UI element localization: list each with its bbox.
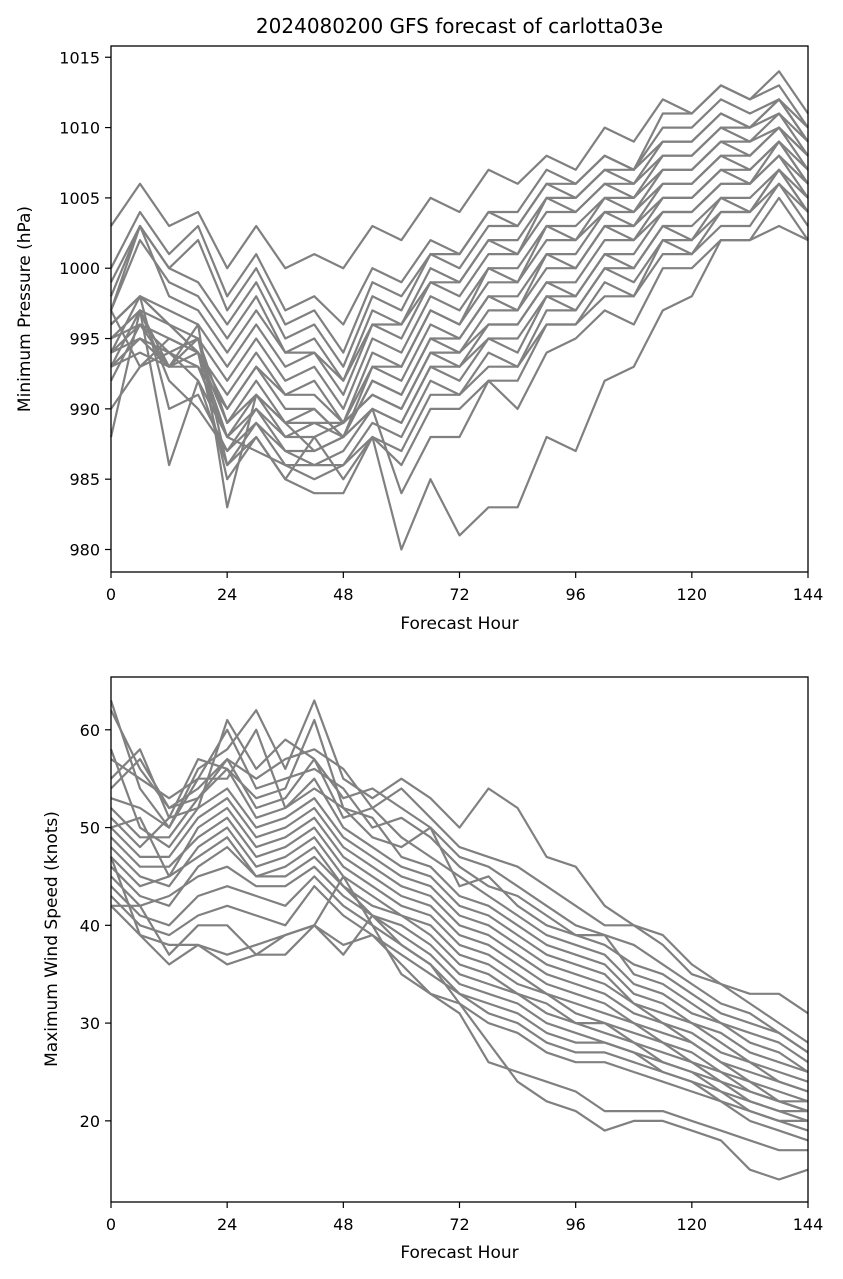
wind-series-line <box>109 856 809 1181</box>
pressure-series-line <box>110 112 809 396</box>
pressure-y-tick-label: 990 <box>69 400 100 419</box>
pressure-series-group <box>109 70 809 551</box>
pressure-y-tick-label: 1005 <box>59 189 100 208</box>
wind-series-line <box>110 806 809 1103</box>
pressure-series-line <box>109 196 809 509</box>
wind-x-axis-label: Forecast Hour <box>400 1243 518 1263</box>
wind-series-line <box>110 836 809 1113</box>
pressure-x-tick-label: 144 <box>793 585 824 604</box>
pressure-series-line <box>110 224 809 551</box>
wind-y-tick-label: 60 <box>80 721 100 740</box>
wind-series-line <box>110 787 809 1093</box>
wind-x-tick-label: 96 <box>565 1215 585 1234</box>
wind-x-tick-label: 120 <box>677 1215 708 1234</box>
pressure-y-tick-label: 1010 <box>59 119 100 138</box>
wind-x-tick-label: 24 <box>217 1215 237 1234</box>
wind-series-line <box>110 816 808 1103</box>
pressure-x-tick-label: 0 <box>106 585 116 604</box>
pressure-x-tick-label: 72 <box>449 585 469 604</box>
wind-y-tick-label: 40 <box>80 916 100 935</box>
wind-y-tick-label: 50 <box>80 819 100 838</box>
pressure-x-tick-label: 96 <box>565 585 585 604</box>
pressure-x-tick-label: 120 <box>677 585 708 604</box>
wind-series-line <box>110 767 809 1083</box>
chart-title: 2024080200 GFS forecast of carlotta03e <box>256 14 663 38</box>
wind-axes-frame <box>110 676 809 1203</box>
wind-x-tick-label: 48 <box>333 1215 353 1234</box>
wind-ticks: 0 24 48 72 96 120 144 20 30 40 50 60 <box>80 721 824 1234</box>
wind-series-line <box>109 699 809 1015</box>
pressure-y-tick-label: 985 <box>69 470 100 489</box>
pressure-panel: 2024080200 GFS forecast of carlotta03e 0… <box>15 14 823 634</box>
pressure-y-tick-label: 1000 <box>59 259 100 278</box>
wind-x-tick-label: 0 <box>106 1215 116 1234</box>
pressure-x-axis-label: Forecast Hour <box>400 614 518 634</box>
pressure-y-tick-label: 980 <box>69 540 100 559</box>
wind-series-line <box>110 757 809 1073</box>
pressure-y-tick-label: 1015 <box>59 48 100 67</box>
wind-series-line <box>109 718 809 1054</box>
wind-series-line <box>110 865 809 1122</box>
wind-x-tick-label: 72 <box>449 1215 469 1234</box>
wind-series-line <box>110 875 808 1152</box>
pressure-series-line <box>110 182 809 495</box>
pressure-y-tick-label: 995 <box>69 330 100 349</box>
pressure-ticks: 0 24 48 72 96 120 144 980 985 990 995 1000 1005 1010 1… <box>59 48 823 604</box>
wind-x-tick-label: 144 <box>793 1215 824 1234</box>
wind-series-line <box>110 885 809 1132</box>
wind-series-group <box>109 699 809 1181</box>
pressure-y-axis-label: Minimum Pressure (hPa) <box>15 206 35 412</box>
pressure-series-line <box>110 98 809 354</box>
pressure-axes-frame <box>110 45 809 573</box>
wind-series-line <box>110 728 809 1054</box>
wind-y-axis-label: Maximum Wind Speed (knots) <box>42 811 62 1067</box>
pressure-x-tick-label: 48 <box>333 585 353 604</box>
pressure-x-tick-label: 24 <box>217 585 237 604</box>
wind-y-tick-label: 20 <box>80 1112 100 1131</box>
wind-y-tick-label: 30 <box>80 1014 100 1033</box>
